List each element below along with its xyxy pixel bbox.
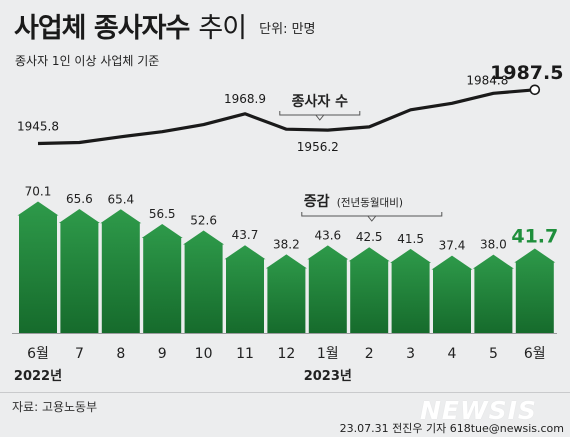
change-arrow-bar (100, 209, 142, 333)
employee-series-label: 종사자 수 (292, 94, 349, 110)
bar-value-label: 38.0 (480, 238, 507, 252)
change-arrow-bar (472, 254, 514, 333)
month-tick-label: 10 (195, 346, 213, 362)
change-arrow-bar (431, 255, 473, 333)
month-tick-label: 1월 (317, 346, 339, 362)
chart-title: 사업체 종사자수 (14, 13, 190, 44)
credit-label: 23.07.31 전진우 기자 618tue@newsis.com (339, 422, 564, 435)
line-value-label: 1956.2 (297, 140, 339, 154)
month-tick-label: 12 (277, 346, 295, 362)
bar-value-label: 70.1 (25, 184, 52, 198)
change-arrow-bar (514, 248, 556, 333)
change-label-pointer (367, 215, 377, 222)
line-value-label: 1968.9 (224, 92, 266, 106)
year-label: 2023년 (304, 369, 352, 384)
change-label-bracket (301, 212, 443, 217)
change-arrow-bar (390, 248, 432, 333)
chart-title-suffix: 추이 (198, 13, 247, 44)
line-value-label: 1984.8 (466, 73, 508, 87)
bar-value-label: 43.6 (314, 228, 341, 242)
change-arrow-bar (265, 254, 307, 333)
change-arrow-bar (17, 201, 59, 333)
change-series-note: (전년동월대비) (337, 197, 403, 209)
title-row: 사업체 종사자수 추이 단위: 만명 (14, 6, 316, 46)
bar-value-label: 65.4 (107, 192, 134, 206)
month-tick-label: 9 (158, 346, 167, 362)
month-tick-label: 6월 (524, 346, 546, 362)
bar-value-label: 41.7 (511, 226, 558, 248)
month-tick-label: 11 (236, 346, 254, 362)
newsis-watermark: NEWSIS (420, 396, 537, 425)
line-value-label: 1945.8 (17, 120, 59, 134)
chart-subtitle: 종사자 1인 이상 사업체 기준 (15, 54, 160, 68)
change-arrow-bar (58, 208, 100, 333)
employee-count-line (37, 88, 535, 146)
unit-label: 단위: 만명 (259, 22, 316, 37)
bar-value-label: 56.5 (149, 207, 176, 221)
employee-label-pointer (315, 114, 325, 121)
month-tick-label: 3 (406, 346, 415, 362)
line-value-label: 1987.5 (490, 62, 563, 84)
bar-value-label: 42.5 (356, 230, 383, 244)
year-label: 2022년 (14, 369, 62, 384)
month-tick-label: 5 (489, 346, 498, 362)
bar-value-label: 41.5 (397, 232, 424, 246)
bar-value-label: 37.4 (439, 239, 466, 253)
bar-value-label: 43.7 (232, 228, 259, 242)
change-arrow-bar (141, 224, 183, 333)
employee-label-bracket (279, 111, 361, 116)
bar-value-label: 52.6 (190, 213, 217, 227)
change-arrow-bar (348, 247, 390, 333)
month-tick-label: 6월 (27, 346, 49, 362)
line-end-marker (529, 84, 541, 96)
footer-divider (0, 392, 570, 393)
month-tick-label: 8 (116, 346, 125, 362)
source-label: 자료: 고용노동부 (12, 400, 98, 414)
change-arrow-bar (307, 245, 349, 333)
month-tick-label: 4 (448, 346, 457, 362)
change-arrow-bar (183, 230, 225, 333)
month-tick-label: 2 (365, 346, 374, 362)
bar-value-label: 65.6 (66, 192, 93, 206)
change-series-label: 증감 (304, 193, 330, 210)
bar-value-label: 38.2 (273, 237, 300, 251)
month-tick-label: 7 (75, 346, 84, 362)
change-arrow-bar (224, 245, 266, 333)
